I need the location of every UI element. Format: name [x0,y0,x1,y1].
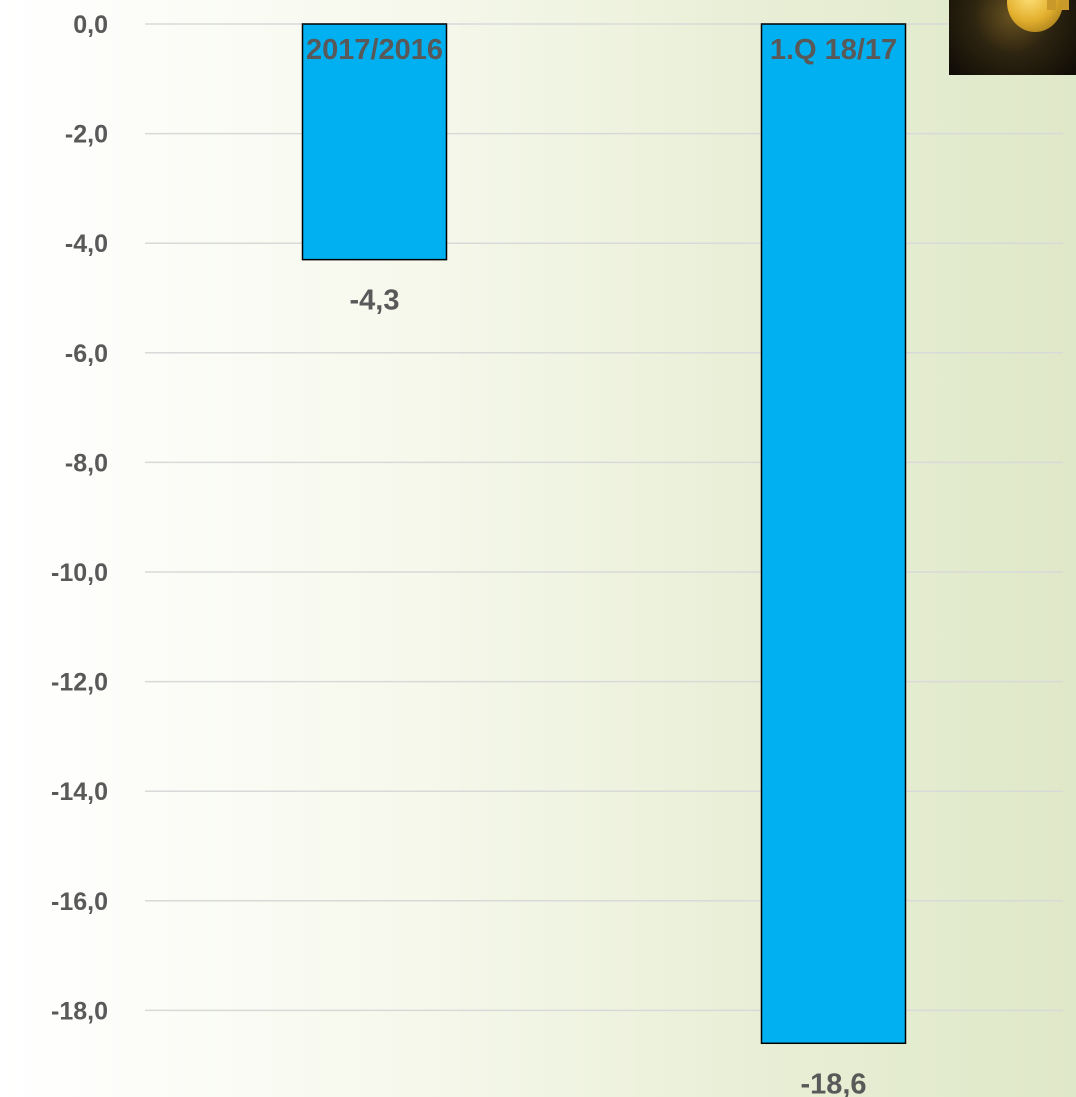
data-label: -18,6 [800,1068,866,1097]
data-label: -4,3 [350,285,400,317]
y-tick-label: -6,0 [65,340,108,368]
y-axis-ticks: 0,0 -2,0 -4,0 -6,0 -8,0 -10,0 -12,0 -14,0 -16,0 -… [51,11,108,1025]
gridlines [145,23,1063,1012]
y-tick-label: -2,0 [65,121,108,149]
y-tick-label: -14,0 [51,778,108,806]
y-tick-label: -10,0 [51,559,108,587]
y-tick-label: -4,0 [65,230,108,258]
bar [760,23,907,1045]
y-tick-label: -8,0 [65,449,108,477]
labels: 2017/2016 -4,3 1.Q 18/17 -18,6 [306,34,897,1097]
y-tick-label: -16,0 [51,888,108,916]
y-tick-label: -12,0 [51,669,108,697]
y-tick-label: 0,0 [73,11,108,39]
dollar-coin-icon [949,0,1076,75]
bar [301,23,448,261]
y-tick-label: -18,0 [51,997,108,1025]
category-label: 1.Q 18/17 [770,34,897,66]
bars [301,23,907,1045]
category-label: 2017/2016 [306,34,443,66]
